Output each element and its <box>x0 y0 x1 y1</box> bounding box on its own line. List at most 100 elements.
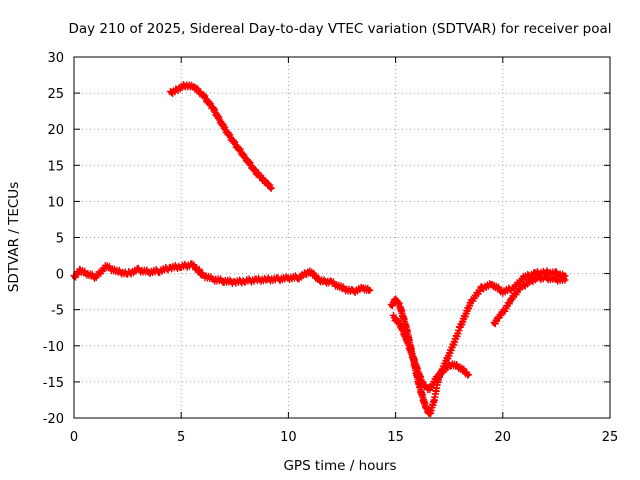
data-point <box>432 397 437 402</box>
data-point <box>340 286 344 290</box>
data-point <box>275 277 280 282</box>
plus-markers <box>387 267 569 418</box>
data-point <box>466 372 471 377</box>
data-point <box>421 383 426 388</box>
data-point <box>222 278 227 283</box>
y-tick-label: 10 <box>47 195 64 210</box>
data-point <box>397 304 402 309</box>
y-tick-label: -10 <box>43 340 64 355</box>
data-point <box>329 280 334 285</box>
data-point <box>535 275 540 280</box>
data-point <box>440 369 445 374</box>
data-point <box>393 296 398 301</box>
data-point <box>502 307 507 312</box>
x-tick-label: 10 <box>280 430 297 445</box>
data-point <box>526 280 531 285</box>
y-tick-label: 30 <box>47 51 64 66</box>
data-point <box>389 304 394 309</box>
data-point <box>78 268 83 272</box>
data-point <box>232 280 237 285</box>
y-axis-label: SDTVAR / TECUs <box>6 182 22 292</box>
data-point <box>468 300 473 305</box>
y-tick-label: 20 <box>47 123 64 138</box>
data-point <box>492 322 497 327</box>
data-point <box>496 314 501 319</box>
data-point <box>168 265 173 270</box>
data-point <box>168 91 173 96</box>
data-point <box>104 264 109 269</box>
data-point <box>189 262 194 267</box>
data-point <box>243 156 248 161</box>
data-point <box>563 278 567 283</box>
x-axis-label: GPS time / hours <box>283 458 396 474</box>
data-point <box>192 85 197 90</box>
data-point <box>434 376 439 381</box>
data-point <box>391 314 396 319</box>
data-point <box>200 273 205 277</box>
data-point <box>423 405 428 410</box>
data-point <box>254 278 259 283</box>
data-point <box>457 365 462 370</box>
data-point <box>509 296 514 301</box>
data-point <box>265 277 269 282</box>
data-point <box>222 125 227 130</box>
y-tick-label: -20 <box>43 412 64 427</box>
y-tick-label: 15 <box>47 159 64 174</box>
data-tracks <box>70 81 569 418</box>
data-point <box>147 270 151 275</box>
series-track-2 <box>167 81 275 192</box>
data-point <box>518 286 522 290</box>
data-point <box>183 83 188 88</box>
data-point <box>522 275 527 280</box>
data-point <box>174 87 179 92</box>
data-point <box>200 92 205 97</box>
y-tick-label: -5 <box>51 304 64 319</box>
data-point <box>457 325 462 330</box>
data-point <box>269 186 274 191</box>
data-point <box>286 275 291 280</box>
data-point <box>511 286 516 290</box>
y-tick-label: -15 <box>43 376 64 391</box>
data-point <box>157 268 162 273</box>
plus-markers <box>70 260 374 296</box>
data-point <box>114 269 119 274</box>
x-tick-label: 0 <box>70 430 78 445</box>
y-tick-labels: 30 25 20 15 10 5 0 -5 -10 -15 -20 <box>43 51 64 427</box>
data-point <box>427 387 432 392</box>
data-point <box>410 354 415 359</box>
x-tick-label: 20 <box>495 430 512 445</box>
data-point <box>554 271 559 276</box>
data-point <box>297 275 302 280</box>
data-point <box>449 347 454 352</box>
grid-lines <box>74 57 610 418</box>
chart-title: Day 210 of 2025, Sidereal Day-to-day VTE… <box>68 21 611 37</box>
series-track-3 <box>387 267 569 418</box>
data-point <box>427 412 432 417</box>
y-tick-label: 5 <box>56 232 64 247</box>
x-tick-label: 15 <box>387 430 404 445</box>
data-point <box>243 278 248 283</box>
data-point <box>490 282 495 287</box>
data-point <box>367 288 372 293</box>
data-point <box>397 322 402 327</box>
data-point <box>196 268 201 272</box>
x-tick-label: 25 <box>602 430 619 445</box>
data-point <box>179 264 184 269</box>
data-point <box>84 271 89 276</box>
data-point <box>404 336 409 341</box>
x-tick-label: 5 <box>177 430 185 445</box>
data-point <box>211 107 216 111</box>
data-point <box>543 275 548 280</box>
y-tick-label: 25 <box>47 87 64 102</box>
data-point <box>449 361 454 366</box>
data-point <box>500 289 505 294</box>
data-point <box>254 170 259 175</box>
data-point <box>543 270 548 275</box>
plus-markers <box>167 81 275 192</box>
data-point <box>554 277 559 282</box>
data-point <box>136 268 141 272</box>
data-point <box>307 269 312 274</box>
data-point <box>211 277 216 282</box>
series-track-4 <box>390 311 472 394</box>
plot-frame <box>73 56 611 419</box>
